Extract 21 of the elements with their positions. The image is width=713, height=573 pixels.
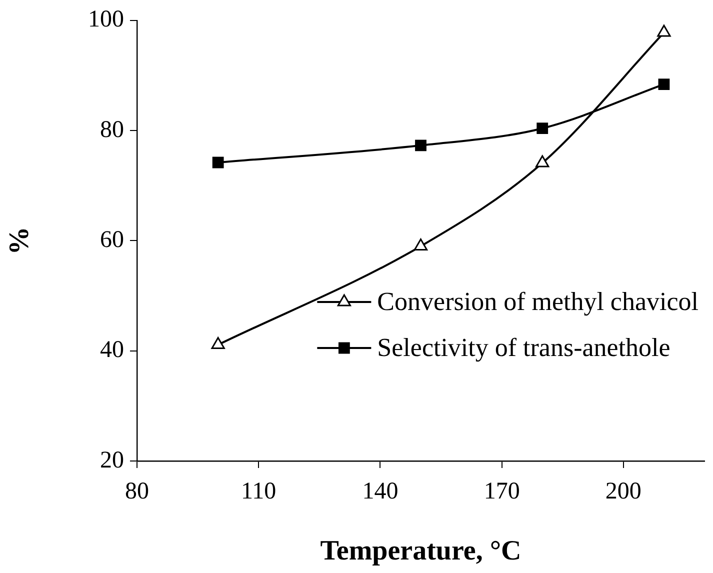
y-tick-label: 40 <box>100 337 124 364</box>
y-axis-title: % <box>4 226 36 255</box>
x-tick-label: 140 <box>362 478 398 505</box>
y-tick-label: 80 <box>100 116 124 143</box>
x-axis-title: Temperature, °C <box>320 535 522 566</box>
legend-label: Conversion of methyl chavicol <box>377 286 699 316</box>
legend-label: Selectivity of trans-anethole <box>377 332 670 362</box>
x-tick-label: 170 <box>484 478 520 505</box>
point <box>414 238 428 250</box>
x-tick-label: 80 <box>125 478 149 505</box>
point <box>211 337 225 350</box>
y-tick-label: 100 <box>88 6 124 33</box>
point <box>658 78 670 90</box>
point <box>536 155 550 168</box>
y-tick-label: 60 <box>100 226 124 253</box>
point <box>212 156 224 168</box>
point <box>536 122 548 134</box>
point <box>415 140 426 152</box>
y-tick-label: 20 <box>100 447 124 474</box>
x-tick-label: 200 <box>605 478 642 505</box>
x-tick-label: 110 <box>241 478 276 505</box>
